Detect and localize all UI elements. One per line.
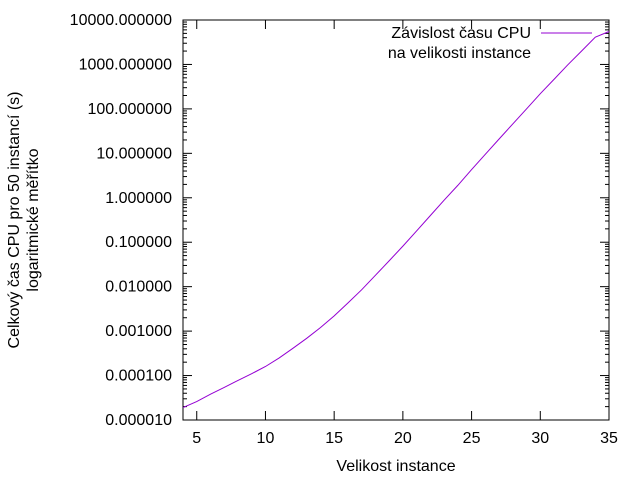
x-tick-label: 5	[192, 430, 201, 447]
y-tick-label: 0.100000	[105, 234, 172, 251]
y-tick-label: 100.000000	[87, 101, 172, 118]
series-layer	[182, 31, 610, 409]
series-line	[182, 31, 610, 409]
legend-label-line-2: na velikosti instance	[388, 45, 531, 62]
legend: Závislost času CPU na velikosti instance	[388, 25, 592, 62]
y-tick-label: 0.000100	[105, 368, 172, 385]
plot-frame	[182, 19, 610, 421]
x-tick-label: 30	[531, 430, 549, 447]
x-tick-label: 15	[325, 430, 343, 447]
x-tick-label: 10	[257, 430, 275, 447]
y-tick-label: 10.000000	[96, 145, 172, 162]
y-axis-label-line-1: Celkový čas CPU pro 50 instancí (s)	[6, 92, 23, 349]
y-tick-label: 1.000000	[105, 190, 172, 207]
y-axis-label: Celkový čas CPU pro 50 instancí (s) loga…	[6, 92, 42, 349]
ticks-layer: 0.000010 0.000100 0.001000 0.010000 0.100000…	[70, 12, 618, 447]
x-tick-label: 20	[394, 430, 412, 447]
y-tick-label: 0.000010	[105, 412, 172, 429]
y-tick-label: 1000.000000	[79, 56, 173, 73]
y-tick-label: 10000.000000	[70, 12, 172, 29]
legend-label-line-1: Závislost času CPU	[391, 25, 531, 42]
x-axis-label: Velikost instance	[336, 458, 455, 475]
y-axis-label-line-2: logaritmické měřítko	[25, 148, 42, 291]
x-tick-label: 35	[600, 430, 618, 447]
y-tick-label: 0.001000	[105, 323, 172, 340]
x-tick-label: 25	[463, 430, 481, 447]
y-tick-label: 0.010000	[105, 279, 172, 296]
